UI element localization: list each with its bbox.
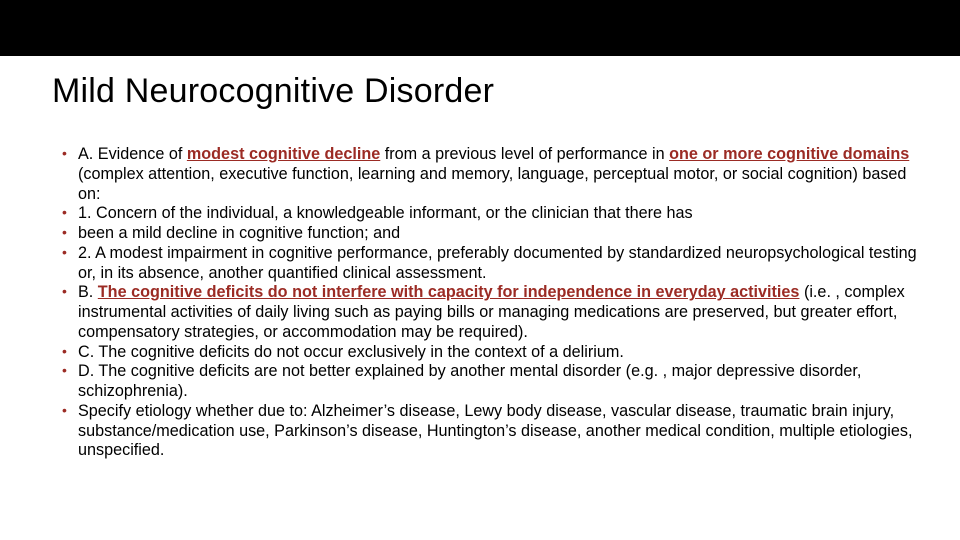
body-text: A. Evidence of (78, 145, 187, 163)
body-text: Specify etiology whether due to: Alzheim… (78, 402, 912, 460)
bullet-item: 2. A modest impairment in cognitive perf… (62, 244, 924, 284)
bullet-item: 1. Concern of the individual, a knowledg… (62, 204, 924, 224)
emphasized-text: one or more cognitive domains (669, 145, 909, 163)
emphasized-text: modest cognitive decline (187, 145, 380, 163)
bullet-item: A. Evidence of modest cognitive decline … (62, 145, 924, 204)
bullet-item: D. The cognitive deficits are not better… (62, 362, 924, 402)
slide-title: Mild Neurocognitive Disorder (52, 72, 494, 111)
emphasized-text: The cognitive deficits do not interfere … (98, 283, 800, 301)
bullet-item: C. The cognitive deficits do not occur e… (62, 343, 924, 363)
body-text: been a mild decline in cognitive functio… (78, 224, 400, 242)
body-text: (complex attention, executive function, … (78, 165, 906, 203)
body-text: C. The cognitive deficits do not occur e… (78, 343, 624, 361)
body-text: B. (78, 283, 98, 301)
body-text: from a previous level of performance in (380, 145, 669, 163)
bullet-item: B. The cognitive deficits do not interfe… (62, 283, 924, 342)
bullet-item: been a mild decline in cognitive functio… (62, 224, 924, 244)
bullet-item: Specify etiology whether due to: Alzheim… (62, 402, 924, 461)
top-black-strip (0, 0, 960, 56)
slide-content: A. Evidence of modest cognitive decline … (62, 145, 924, 461)
body-text: 2. A modest impairment in cognitive perf… (78, 244, 917, 282)
body-text: D. The cognitive deficits are not better… (78, 362, 861, 400)
body-text: 1. Concern of the individual, a knowledg… (78, 204, 693, 222)
